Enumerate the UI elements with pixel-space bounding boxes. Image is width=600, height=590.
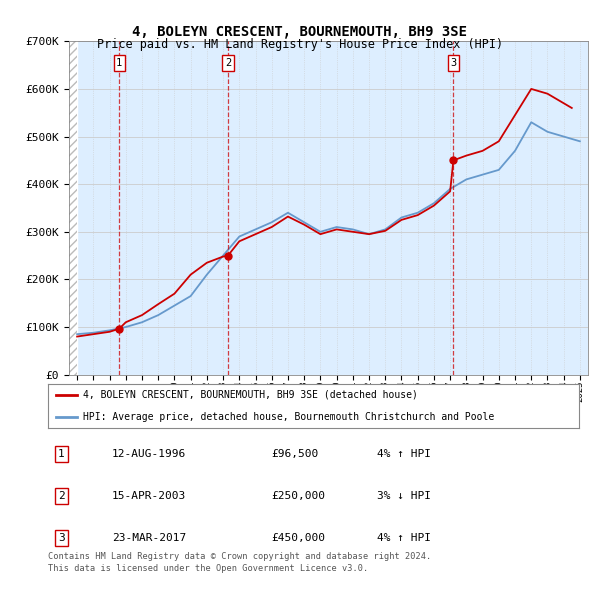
Text: 2: 2 xyxy=(58,491,65,501)
Bar xyxy=(69,41,77,375)
Text: This data is licensed under the Open Government Licence v3.0.: This data is licensed under the Open Gov… xyxy=(48,564,368,573)
Text: £250,000: £250,000 xyxy=(271,491,325,501)
Text: 4, BOLEYN CRESCENT, BOURNEMOUTH, BH9 3SE (detached house): 4, BOLEYN CRESCENT, BOURNEMOUTH, BH9 3SE… xyxy=(83,389,418,399)
Text: 2: 2 xyxy=(225,58,231,68)
Text: 3: 3 xyxy=(58,533,65,543)
Text: 4% ↑ HPI: 4% ↑ HPI xyxy=(377,449,431,459)
Text: 12-AUG-1996: 12-AUG-1996 xyxy=(112,449,186,459)
Bar xyxy=(69,41,77,375)
Text: 4, BOLEYN CRESCENT, BOURNEMOUTH, BH9 3SE: 4, BOLEYN CRESCENT, BOURNEMOUTH, BH9 3SE xyxy=(133,25,467,39)
Text: £96,500: £96,500 xyxy=(271,449,318,459)
Text: 1: 1 xyxy=(58,449,65,459)
Text: 3: 3 xyxy=(450,58,457,68)
Text: HPI: Average price, detached house, Bournemouth Christchurch and Poole: HPI: Average price, detached house, Bour… xyxy=(83,412,494,422)
Text: 23-MAR-2017: 23-MAR-2017 xyxy=(112,533,186,543)
Text: Price paid vs. HM Land Registry's House Price Index (HPI): Price paid vs. HM Land Registry's House … xyxy=(97,38,503,51)
Text: 4% ↑ HPI: 4% ↑ HPI xyxy=(377,533,431,543)
Text: Contains HM Land Registry data © Crown copyright and database right 2024.: Contains HM Land Registry data © Crown c… xyxy=(48,552,431,560)
Text: 3% ↓ HPI: 3% ↓ HPI xyxy=(377,491,431,501)
Text: 15-APR-2003: 15-APR-2003 xyxy=(112,491,186,501)
Text: £450,000: £450,000 xyxy=(271,533,325,543)
Text: 1: 1 xyxy=(116,58,122,68)
